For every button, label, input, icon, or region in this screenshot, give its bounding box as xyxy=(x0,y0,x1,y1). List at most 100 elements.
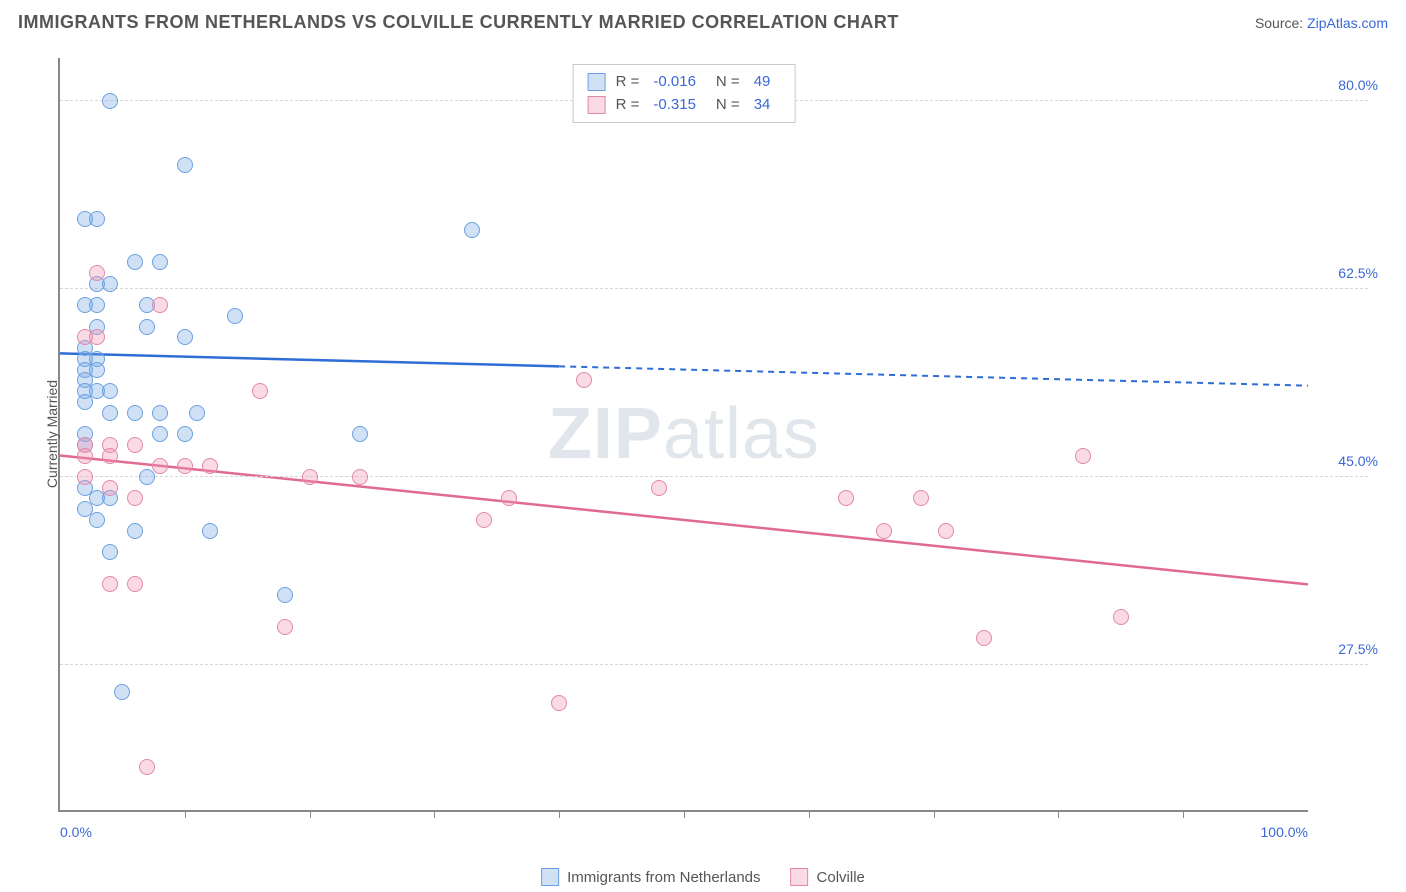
data-point xyxy=(651,480,667,496)
source-link[interactable]: ZipAtlas.com xyxy=(1307,15,1388,31)
data-point xyxy=(127,490,143,506)
data-point xyxy=(127,254,143,270)
data-point xyxy=(89,329,105,345)
y-axis-label: Currently Married xyxy=(44,380,60,488)
data-point xyxy=(77,394,93,410)
data-point xyxy=(152,254,168,270)
data-point xyxy=(152,405,168,421)
data-point xyxy=(1075,448,1091,464)
x-tick xyxy=(934,810,935,818)
n-value-s2: 34 xyxy=(754,94,771,117)
x-tick xyxy=(185,810,186,818)
r-value-s1: -0.016 xyxy=(653,71,696,94)
gridline-h xyxy=(60,288,1368,289)
data-point xyxy=(227,308,243,324)
r-value-s2: -0.315 xyxy=(653,94,696,117)
data-point xyxy=(252,383,268,399)
legend-item-s1: Immigrants from Netherlands xyxy=(541,868,760,886)
chart-title: IMMIGRANTS FROM NETHERLANDS VS COLVILLE … xyxy=(18,12,899,33)
data-point xyxy=(464,222,480,238)
data-point xyxy=(102,276,118,292)
data-point xyxy=(177,458,193,474)
data-point xyxy=(202,458,218,474)
x-tick xyxy=(434,810,435,818)
data-point xyxy=(102,480,118,496)
data-point xyxy=(89,297,105,313)
data-point xyxy=(277,619,293,635)
data-point xyxy=(127,576,143,592)
y-tick-label: 80.0% xyxy=(1338,77,1378,93)
y-tick-label: 45.0% xyxy=(1338,453,1378,469)
data-point xyxy=(139,759,155,775)
n-label: N = xyxy=(716,71,740,94)
data-point xyxy=(139,319,155,335)
chart-container: Currently Married ZIPatlas R = -0.016 N … xyxy=(18,50,1388,842)
stats-legend: R = -0.016 N = 49 R = -0.315 N = 34 xyxy=(573,64,796,123)
data-point xyxy=(102,383,118,399)
data-point xyxy=(352,426,368,442)
y-tick-label: 62.5% xyxy=(1338,265,1378,281)
data-point xyxy=(938,523,954,539)
source-attribution: Source: ZipAtlas.com xyxy=(1255,15,1388,31)
series-legend: Immigrants from Netherlands Colville xyxy=(541,868,865,886)
data-point xyxy=(152,426,168,442)
data-point xyxy=(127,405,143,421)
x-tick-label: 0.0% xyxy=(60,824,92,840)
legend-label-s1: Immigrants from Netherlands xyxy=(567,869,760,886)
data-point xyxy=(551,695,567,711)
n-label: N = xyxy=(716,94,740,117)
x-tick-label: 100.0% xyxy=(1261,824,1308,840)
legend-label-s2: Colville xyxy=(817,869,865,886)
plot-area: Currently Married ZIPatlas R = -0.016 N … xyxy=(58,58,1308,812)
r-label: R = xyxy=(616,94,640,117)
data-point xyxy=(114,684,130,700)
data-point xyxy=(77,469,93,485)
data-point xyxy=(152,297,168,313)
data-point xyxy=(1113,609,1129,625)
y-tick-label: 27.5% xyxy=(1338,641,1378,657)
data-point xyxy=(913,490,929,506)
data-point xyxy=(189,405,205,421)
swatch-s2 xyxy=(588,96,606,114)
data-point xyxy=(102,405,118,421)
data-point xyxy=(127,437,143,453)
data-point xyxy=(976,630,992,646)
stats-row-s1: R = -0.016 N = 49 xyxy=(588,71,781,94)
n-value-s1: 49 xyxy=(754,71,771,94)
trend-lines xyxy=(60,58,1308,810)
x-tick xyxy=(809,810,810,818)
data-point xyxy=(202,523,218,539)
swatch-s1 xyxy=(541,868,559,886)
gridline-h xyxy=(60,664,1368,665)
data-point xyxy=(838,490,854,506)
data-point xyxy=(152,458,168,474)
data-point xyxy=(501,490,517,506)
r-label: R = xyxy=(616,71,640,94)
swatch-s2 xyxy=(791,868,809,886)
x-tick xyxy=(310,810,311,818)
x-tick xyxy=(1183,810,1184,818)
data-point xyxy=(302,469,318,485)
data-point xyxy=(77,448,93,464)
data-point xyxy=(177,157,193,173)
data-point xyxy=(89,512,105,528)
data-point xyxy=(352,469,368,485)
data-point xyxy=(89,265,105,281)
data-point xyxy=(576,372,592,388)
source-prefix: Source: xyxy=(1255,15,1307,31)
data-point xyxy=(102,544,118,560)
data-point xyxy=(476,512,492,528)
data-point xyxy=(277,587,293,603)
data-point xyxy=(127,523,143,539)
x-tick xyxy=(559,810,560,818)
data-point xyxy=(102,576,118,592)
x-tick xyxy=(1058,810,1059,818)
stats-row-s2: R = -0.315 N = 34 xyxy=(588,94,781,117)
legend-item-s2: Colville xyxy=(791,868,865,886)
data-point xyxy=(177,329,193,345)
data-point xyxy=(177,426,193,442)
x-tick xyxy=(684,810,685,818)
gridline-h xyxy=(60,476,1368,477)
data-point xyxy=(876,523,892,539)
data-point xyxy=(102,448,118,464)
